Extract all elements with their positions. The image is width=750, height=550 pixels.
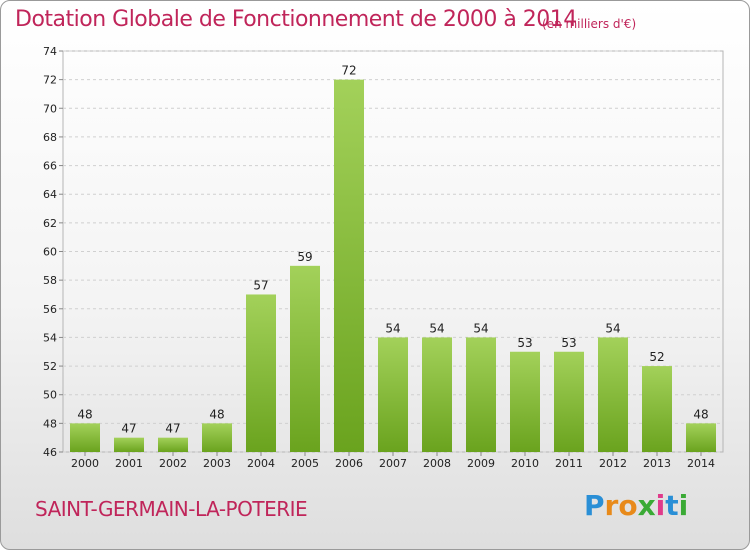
- value-label-2005: 59: [297, 250, 312, 264]
- value-label-2002: 47: [165, 422, 180, 436]
- x-tick-label-2012: 2012: [599, 457, 627, 470]
- y-tick-label: 64: [43, 188, 57, 201]
- value-label-2006: 72: [341, 64, 356, 78]
- value-label-2007: 54: [385, 321, 400, 335]
- chart-title: Dotation Globale de Fonctionnement de 20…: [15, 7, 577, 32]
- bar-2007: [378, 337, 408, 452]
- value-label-2009: 54: [473, 321, 488, 335]
- y-tick-label: 72: [43, 74, 57, 87]
- bar-2012: [598, 337, 628, 452]
- bar-2014: [686, 423, 716, 452]
- value-label-2013: 52: [649, 350, 664, 364]
- x-tick-label-2011: 2011: [555, 457, 583, 470]
- value-label-2003: 48: [209, 407, 224, 421]
- y-tick-label: 50: [43, 389, 57, 402]
- y-tick-label: 54: [43, 331, 57, 344]
- bar-2009: [466, 337, 496, 452]
- x-tick-label-2005: 2005: [291, 457, 319, 470]
- logo-letter: r: [604, 489, 619, 522]
- y-tick-label: 52: [43, 360, 57, 373]
- bar-2002: [158, 437, 188, 452]
- x-tick-label-2000: 2000: [71, 457, 99, 470]
- x-tick-label-2014: 2014: [687, 457, 715, 470]
- y-tick-label: 56: [43, 303, 57, 316]
- value-label-2014: 48: [693, 407, 708, 421]
- bar-2005: [290, 265, 320, 452]
- logo-letter: i: [655, 489, 666, 522]
- y-tick-label: 66: [43, 160, 57, 173]
- bar-2001: [114, 437, 144, 452]
- y-tick-label: 74: [43, 45, 57, 58]
- x-tick-label-2004: 2004: [247, 457, 275, 470]
- value-label-2004: 57: [253, 278, 268, 292]
- proxiti-logo: Proxiti: [584, 489, 688, 522]
- bar-2003: [202, 423, 232, 452]
- value-label-2011: 53: [561, 336, 576, 350]
- y-tick-label: 60: [43, 246, 57, 259]
- x-tick-label-2013: 2013: [643, 457, 671, 470]
- logo-letter: i: [678, 489, 689, 522]
- value-label-2001: 47: [121, 422, 136, 436]
- y-tick-label: 46: [43, 446, 57, 459]
- y-tick-label: 70: [43, 102, 57, 115]
- commune-name: SAINT-GERMAIN-LA-POTERIE: [35, 497, 308, 521]
- bar-2008: [422, 337, 452, 452]
- value-label-2012: 54: [605, 321, 620, 335]
- bar-2010: [510, 351, 540, 452]
- x-tick-label-2008: 2008: [423, 457, 451, 470]
- x-tick-label-2009: 2009: [467, 457, 495, 470]
- bar-2011: [554, 351, 584, 452]
- value-label-2000: 48: [77, 407, 92, 421]
- bar-2013: [642, 366, 672, 452]
- x-tick-label-2003: 2003: [203, 457, 231, 470]
- bar-2004: [246, 294, 276, 452]
- logo-letter: x: [637, 489, 656, 522]
- y-tick-label: 58: [43, 274, 57, 287]
- value-label-2008: 54: [429, 321, 444, 335]
- x-tick-label-2006: 2006: [335, 457, 363, 470]
- bar-2006: [334, 79, 364, 453]
- x-tick-label-2010: 2010: [511, 457, 539, 470]
- x-tick-label-2007: 2007: [379, 457, 407, 470]
- logo-letter: o: [618, 489, 638, 522]
- x-tick-label-2002: 2002: [159, 457, 187, 470]
- logo-letter: t: [665, 489, 679, 522]
- value-label-2010: 53: [517, 336, 532, 350]
- logo-letter: P: [584, 489, 605, 522]
- chart-subtitle: (en milliers d'€): [542, 17, 637, 31]
- bar-2000: [70, 423, 100, 452]
- y-tick-label: 62: [43, 217, 57, 230]
- y-tick-label: 48: [43, 417, 57, 430]
- y-tick-label: 68: [43, 131, 57, 144]
- x-tick-label-2001: 2001: [115, 457, 143, 470]
